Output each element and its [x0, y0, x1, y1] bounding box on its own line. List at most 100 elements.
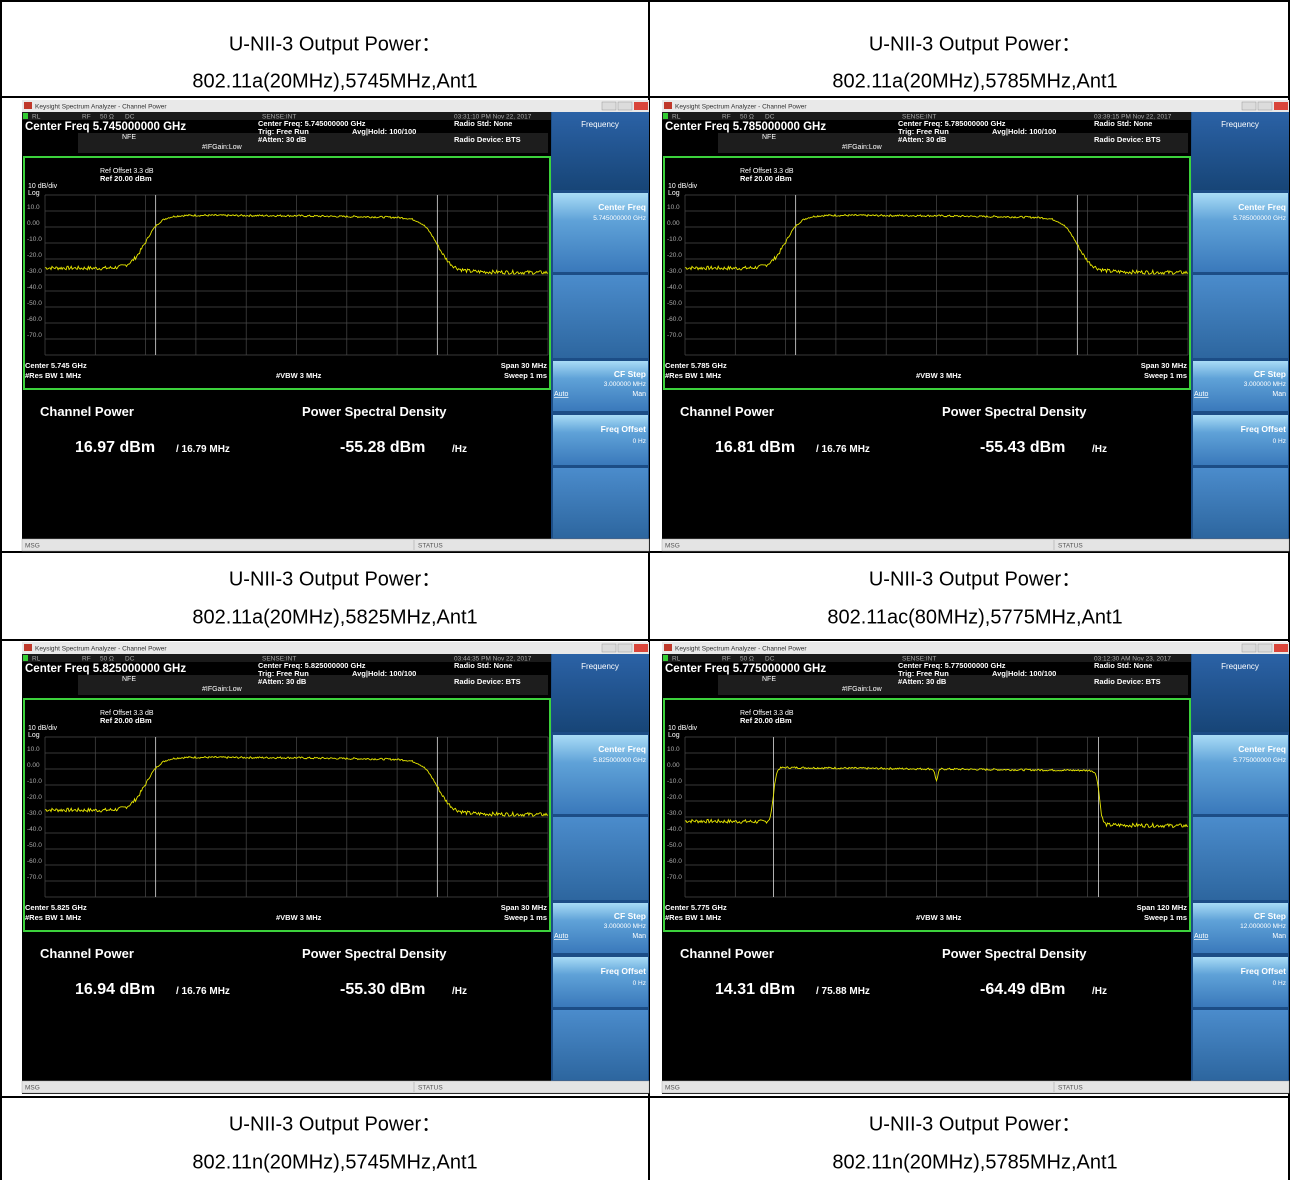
- app-icon: [24, 102, 32, 109]
- vbw: #VBW 3 MHz: [916, 913, 962, 922]
- softkey[interactable]: [1193, 817, 1288, 900]
- softkey[interactable]: [553, 817, 648, 900]
- psd-title: Power Spectral Density: [942, 946, 1087, 961]
- y-label: 0.00: [27, 220, 40, 227]
- rf-label: RF: [82, 656, 91, 663]
- sweep: Sweep 1 ms: [504, 371, 547, 380]
- analyzer-screenshot: Keysight Spectrum Analyzer - Channel Pow…: [662, 100, 1289, 552]
- cell-title: U-NII-3 Output Power：: [869, 33, 1081, 55]
- man-option: Man: [632, 933, 646, 940]
- channel-power: 16.81 dBm: [715, 439, 795, 456]
- center-label: Center 5.825 GHz: [25, 903, 87, 912]
- softkey-label: Center Freq: [1238, 744, 1286, 754]
- scale-label: 10 dB/div: [28, 725, 58, 732]
- channel-bandwidth: / 75.88 MHz: [816, 986, 870, 997]
- psd-unit: /Hz: [1092, 444, 1107, 455]
- softkey-label: Freq Offset: [601, 424, 647, 434]
- softkey-label: Freq Offset: [1241, 424, 1287, 434]
- menu-title: Frequency: [581, 120, 619, 129]
- softkey-label: Center Freq: [598, 202, 646, 212]
- y-label: -60.0: [27, 316, 42, 323]
- radio-std: Radio Std: None: [454, 661, 512, 670]
- softkey[interactable]: [553, 275, 648, 358]
- y-label: -70.0: [27, 332, 42, 339]
- man-option: Man: [632, 391, 646, 398]
- impedance-label: 50 Ω: [740, 114, 754, 121]
- y-label: -70.0: [667, 874, 682, 881]
- center-label: Center 5.745 GHz: [25, 361, 87, 370]
- if-gain: #IFGain:Low: [842, 144, 883, 151]
- psd-value: -55.28 dBm: [340, 439, 425, 456]
- vbw: #VBW 3 MHz: [276, 371, 322, 380]
- channel-power: 14.31 dBm: [715, 981, 795, 998]
- rl-icon: [663, 655, 668, 661]
- res-bw: #Res BW 1 MHz: [665, 371, 722, 380]
- analyzer-screenshot: Keysight Spectrum Analyzer - Channel Pow…: [22, 100, 649, 552]
- radio-device: Radio Device: BTS: [454, 677, 521, 686]
- msg-label: MSG: [25, 543, 40, 550]
- radio-device: Radio Device: BTS: [1094, 677, 1161, 686]
- minimize-button: [602, 644, 616, 652]
- close-button: [1274, 102, 1288, 110]
- impedance-label: 50 Ω: [100, 114, 114, 121]
- y-label: -60.0: [667, 316, 682, 323]
- log-label: Log: [668, 190, 680, 197]
- y-label: -20.0: [667, 252, 682, 259]
- vbw: #VBW 3 MHz: [916, 371, 962, 380]
- avg-hold: Avg|Hold: 100/100: [352, 127, 416, 136]
- softkey-value: 0 Hz: [1273, 438, 1286, 445]
- radio-device: Radio Device: BTS: [454, 135, 521, 144]
- rl-icon: [23, 655, 28, 661]
- y-label: -50.0: [27, 300, 42, 307]
- radio-device: Radio Device: BTS: [1094, 135, 1161, 144]
- if-gain: #IFGain:Low: [842, 686, 883, 693]
- y-label: 0.00: [667, 762, 680, 769]
- ref-level: Ref 20.00 dBm: [740, 716, 792, 725]
- status-label: STATUS: [1058, 543, 1083, 550]
- span-label: Span 120 MHz: [1137, 903, 1188, 912]
- rl-label: RL: [672, 656, 681, 663]
- close-button: [634, 102, 648, 110]
- y-label: -10.0: [27, 236, 42, 243]
- atten: #Atten: 30 dB: [898, 677, 947, 686]
- y-label: -20.0: [27, 252, 42, 259]
- psd-title: Power Spectral Density: [302, 946, 447, 961]
- y-label: 10.0: [667, 204, 680, 211]
- softkey-label: CF Step: [1254, 911, 1286, 921]
- man-option: Man: [1272, 933, 1286, 940]
- analyzer-screenshot: Keysight Spectrum Analyzer - Channel Pow…: [662, 642, 1289, 1094]
- center-label: Center 5.785 GHz: [665, 361, 727, 370]
- softkey[interactable]: [1193, 1010, 1288, 1080]
- softkey-label: Center Freq: [598, 744, 646, 754]
- log-label: Log: [668, 732, 680, 739]
- rl-icon: [23, 113, 28, 119]
- impedance-label: 50 Ω: [100, 656, 114, 663]
- softkey-label: Center Freq: [1238, 202, 1286, 212]
- maximize-button: [1258, 644, 1272, 652]
- y-label: -50.0: [667, 842, 682, 849]
- cell-title: 802.11n(20MHz),5745MHz,Ant1: [192, 1151, 477, 1173]
- rf-label: RF: [722, 114, 731, 121]
- cell-title: U-NII-3 Output Power：: [869, 568, 1081, 590]
- softkey[interactable]: [1193, 275, 1288, 358]
- channel-power: 16.97 dBm: [75, 439, 155, 456]
- softkey[interactable]: [553, 468, 648, 538]
- softkey-value: 5.775000000 GHz: [1233, 757, 1286, 764]
- menu-title: Frequency: [1221, 662, 1259, 671]
- softkey[interactable]: [553, 1010, 648, 1080]
- status-bar: [22, 539, 649, 551]
- channel-bandwidth: / 16.76 MHz: [816, 444, 870, 455]
- cell-title: 802.11ac(80MHz),5775MHz,Ant1: [827, 606, 1122, 628]
- res-bw: #Res BW 1 MHz: [25, 913, 82, 922]
- cell-title: 802.11a(20MHz),5745MHz,Ant1: [192, 70, 477, 92]
- impedance-label: 50 Ω: [740, 656, 754, 663]
- y-label: 0.00: [667, 220, 680, 227]
- auto-option: Auto: [554, 933, 569, 940]
- avg-hold: Avg|Hold: 100/100: [352, 669, 416, 678]
- softkey[interactable]: [1193, 468, 1288, 538]
- atten: #Atten: 30 dB: [258, 135, 307, 144]
- ref-level: Ref 20.00 dBm: [100, 716, 152, 725]
- msg-label: MSG: [665, 1085, 680, 1092]
- log-label: Log: [28, 732, 40, 739]
- softkey-value: 3.000000 MHz: [604, 923, 646, 930]
